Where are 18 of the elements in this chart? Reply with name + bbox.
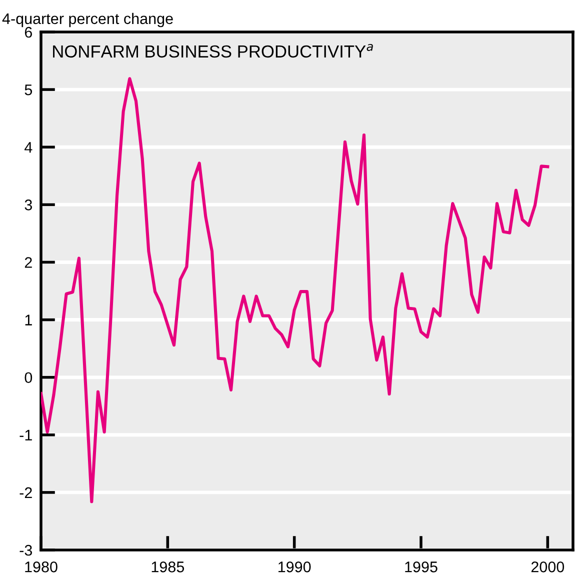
y-tick-label: 4 <box>24 142 32 153</box>
y-tick-label: 2 <box>24 257 32 268</box>
x-tick-label: 1995 <box>405 562 438 572</box>
y-tick-label: 5 <box>24 84 32 96</box>
y-tick-label: -1 <box>20 430 32 440</box>
y-tick-label: -2 <box>20 487 32 498</box>
y-tick-label: 1 <box>25 314 32 326</box>
x-tick-label: 1990 <box>278 562 311 572</box>
y-tick-label: 3 <box>24 200 32 210</box>
line-series <box>41 77 550 504</box>
text: NONFARM BUSINESS PRODUCTIVITY$^{a}$ <box>53 44 373 58</box>
x-tick-label: 1985 <box>152 562 184 572</box>
x-tick-label: 2000 <box>531 562 564 572</box>
y-tick-label: 0 <box>24 372 32 384</box>
y-tick-label: -3 <box>20 544 32 556</box>
y-tick-label: 6 <box>24 26 32 38</box>
x-tick-label: 1980 <box>25 562 58 572</box>
y-axis-title: 4-quarter percent change <box>2 12 173 28</box>
